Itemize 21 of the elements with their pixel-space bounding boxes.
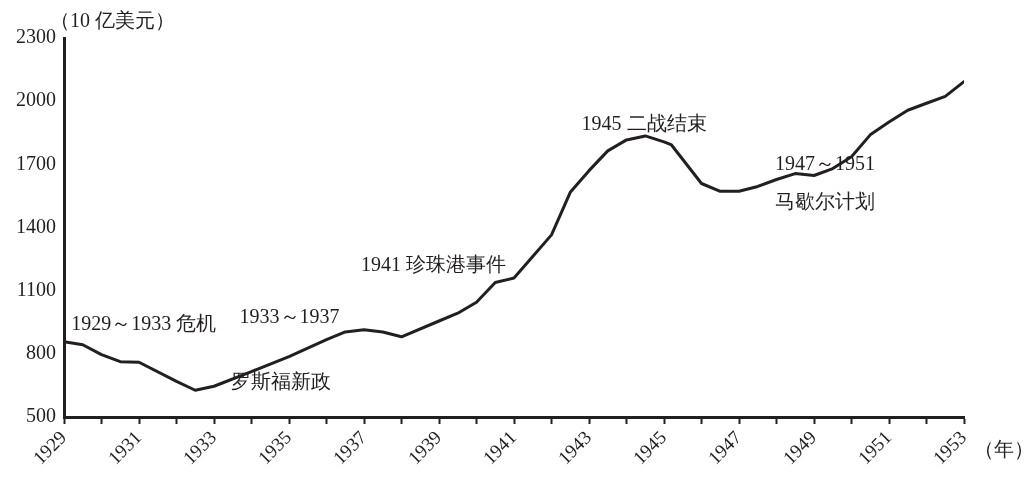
x-axis-title: （年） xyxy=(974,438,1034,461)
x-tick-label: 1931 xyxy=(103,426,146,469)
x-tick-label: 1953 xyxy=(928,426,971,469)
annotation: 马歇尔计划 xyxy=(775,190,875,213)
x-tick-label: 1951 xyxy=(853,426,896,469)
annotation: 1933～1937 xyxy=(239,304,340,327)
y-tick-label: 1700 xyxy=(16,151,56,174)
y-tick-label: 1100 xyxy=(16,277,56,300)
x-tick-label: 1933 xyxy=(178,426,221,469)
x-tick-label: 1949 xyxy=(778,426,821,469)
y-tick-label: 1400 xyxy=(16,214,56,237)
x-tick-label: 1941 xyxy=(478,426,521,469)
y-tick-label: 800 xyxy=(26,341,56,364)
y-tick-label: 2000 xyxy=(16,88,56,111)
x-tick-label: 1929 xyxy=(28,426,71,469)
x-tick-label: 1939 xyxy=(403,426,446,469)
annotation: 1941 珍珠港事件 xyxy=(361,252,506,275)
x-tick-label: 1943 xyxy=(553,426,596,469)
y-tick-label: 500 xyxy=(26,404,56,427)
annotation: 1945 二战结束 xyxy=(581,112,707,135)
annotation: 1929～1933 危机 xyxy=(71,312,217,335)
